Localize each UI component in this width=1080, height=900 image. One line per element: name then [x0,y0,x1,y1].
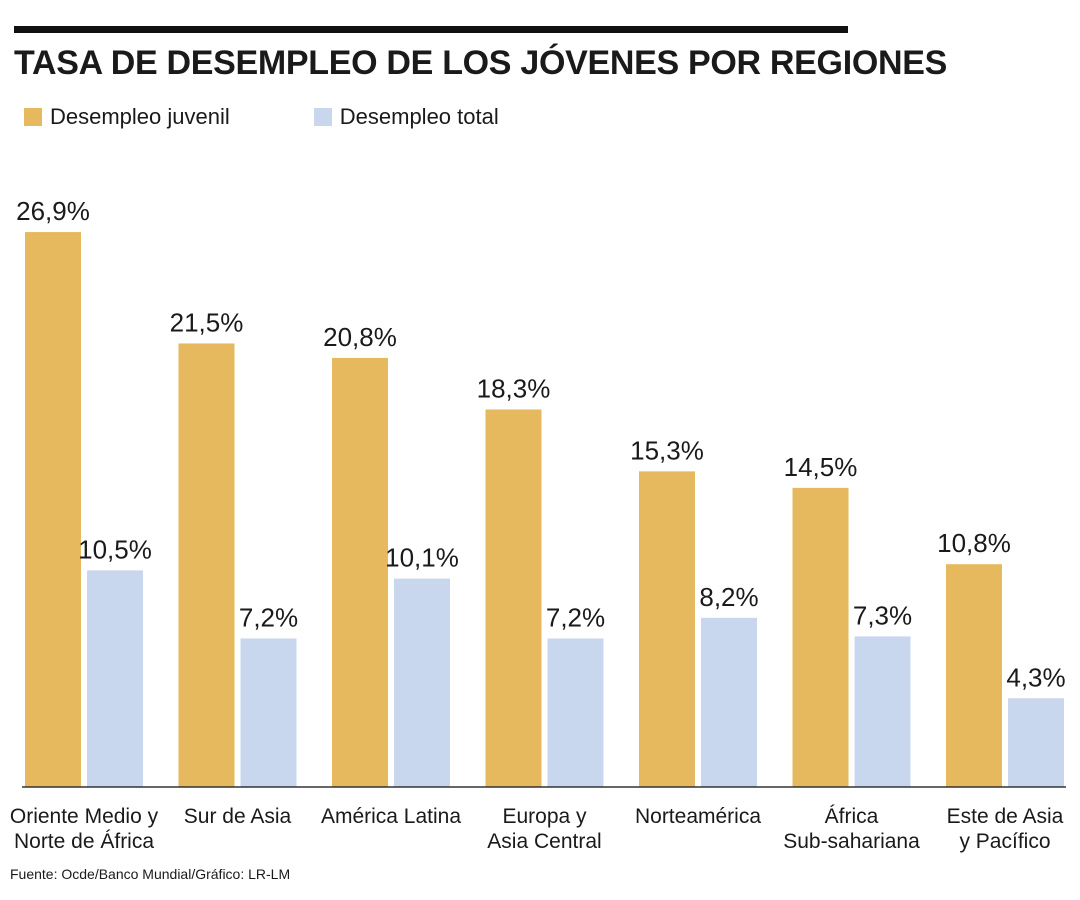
data-label-total-4: 8,2% [699,582,758,612]
bar-juvenil-3 [485,409,542,787]
legend-swatch-total [313,108,332,126]
category-label-0-line-0: Oriente Medio y [10,805,159,828]
data-label-total-6: 4,3% [1006,662,1065,692]
data-label-total-0: 10,5% [78,534,152,564]
data-label-juvenil-3: 18,3% [477,373,551,403]
category-label-5-line-1: Sub-sahariana [783,830,920,853]
category-label-6-line-0: Este de Asia [947,805,1064,828]
bar-juvenil-1 [178,343,235,787]
data-label-juvenil-0: 26,9% [16,196,90,226]
bar-total-1 [240,638,297,787]
category-label-5-line-0: África [825,805,879,828]
bar-total-6 [1008,698,1064,787]
bar-juvenil-2 [332,357,388,787]
data-label-juvenil-1: 21,5% [170,307,244,337]
bar-total-0 [87,570,143,787]
legend-item-total: Desempleo total [313,104,499,130]
bar-total-2 [394,578,450,787]
bar-juvenil-5 [792,487,849,787]
category-label-4-line-0: Norteamérica [635,805,761,828]
category-label-6-line-1: y Pacífico [959,830,1050,853]
bar-total-4 [701,617,757,787]
category-label-2-line-0: América Latina [321,805,461,828]
source-footer: Fuente: Ocde/Banco Mundial/Gráfico: LR-L… [10,866,291,882]
bar-total-3 [547,638,604,787]
legend-swatch-juvenil [24,108,42,126]
legend-label-juvenil: Desempleo juvenil [50,104,230,129]
bar-juvenil-0 [25,232,81,787]
legend-label-total: Desempleo total [339,104,499,129]
data-label-juvenil-4: 15,3% [630,435,704,465]
bar-total-5 [854,636,911,787]
legend-item-juvenil: Desempleo juvenil [24,104,230,130]
category-label-3-line-1: Asia Central [487,830,601,853]
data-label-total-5: 7,3% [853,600,912,630]
data-label-total-3: 7,2% [546,602,605,632]
legend: Desempleo juvenil Desempleo total [24,104,583,130]
data-label-juvenil-2: 20,8% [323,322,397,352]
data-label-juvenil-5: 14,5% [784,452,858,482]
data-label-total-1: 7,2% [239,602,298,632]
top-rule [14,26,848,33]
chart-title: TASA DE DESEMPLEO DE LOS JÓVENES POR REG… [14,44,948,82]
category-label-3-line-0: Europa y [502,805,587,828]
bar-juvenil-4 [639,471,695,787]
category-label-0-line-1: Norte de África [14,830,154,853]
data-label-juvenil-6: 10,8% [937,528,1011,558]
category-label-1-line-0: Sur de Asia [184,805,292,828]
data-label-total-2: 10,1% [385,543,459,573]
bar-juvenil-6 [946,564,1002,787]
